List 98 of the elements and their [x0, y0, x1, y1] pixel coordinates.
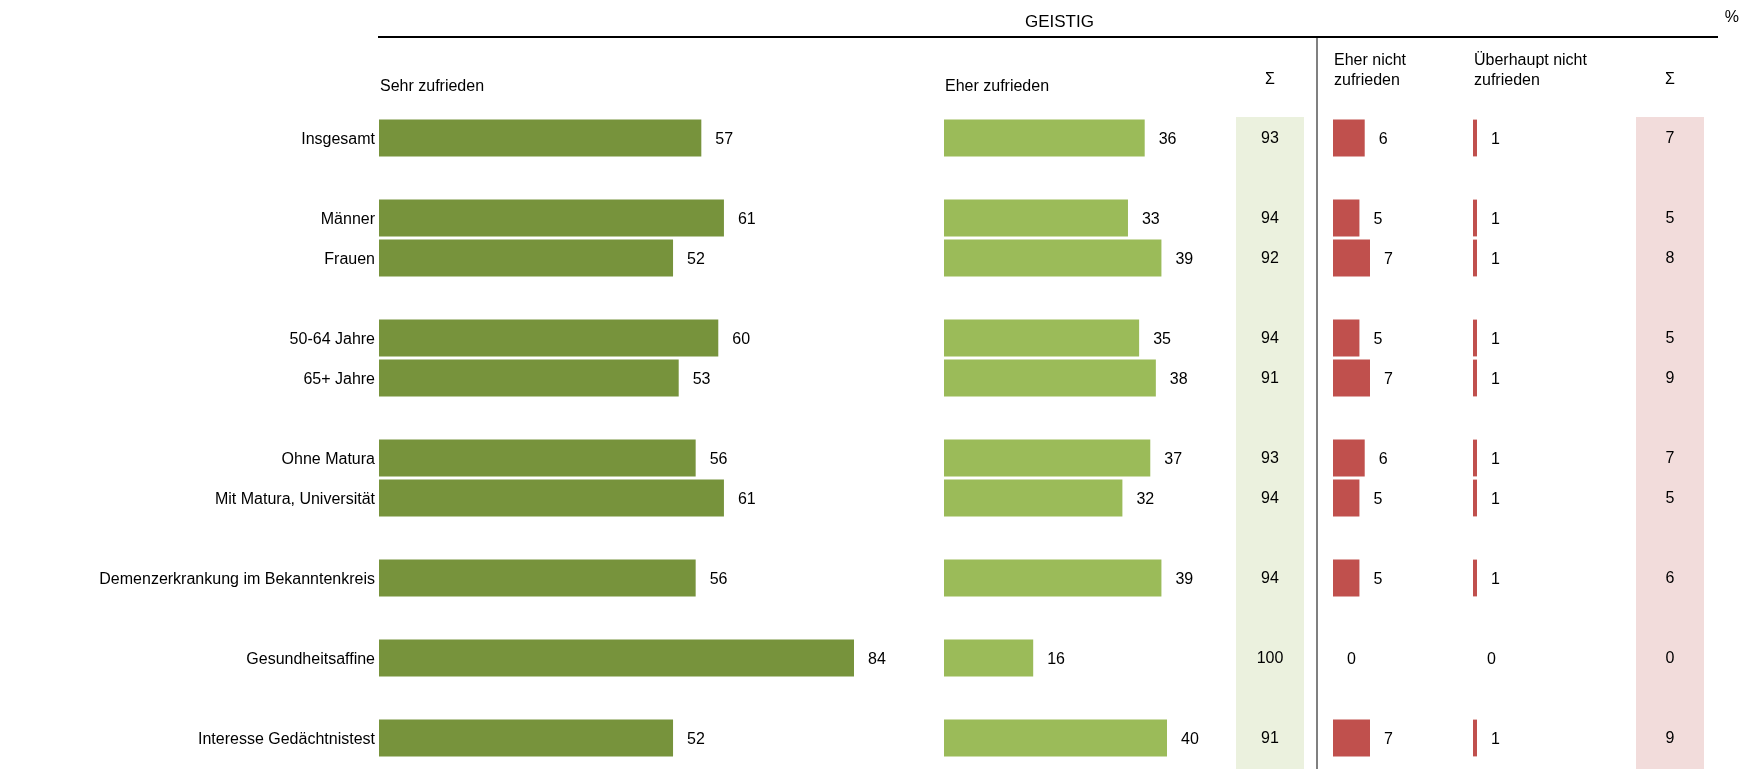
data-label: 1 [1491, 129, 1500, 147]
data-label: 1 [1491, 369, 1500, 387]
data-label: 57 [715, 129, 734, 147]
data-label: 1 [1491, 209, 1500, 227]
data-label: 7 [1384, 249, 1393, 267]
y-tick-label: Mit Matura, Universität [214, 489, 376, 507]
y-tick-label: Insgesamt [301, 129, 376, 147]
data-label: 5 [1664, 488, 1676, 508]
data-label: 56 [709, 569, 728, 587]
bar [944, 559, 1162, 597]
bar [379, 559, 696, 597]
data-label: 8 [1664, 248, 1676, 268]
data-label: 61 [737, 209, 756, 227]
data-label: 93 [1260, 128, 1280, 148]
data-label: 94 [1260, 568, 1280, 588]
series-label: Eher zufrieden [945, 76, 1050, 94]
text: % [1724, 8, 1739, 26]
data-label: 39 [1175, 569, 1194, 587]
data-label: 6 [1378, 449, 1388, 467]
data-label: 36 [1158, 129, 1177, 147]
data-label: 5 [1373, 489, 1383, 507]
data-label: 5 [1664, 328, 1676, 348]
data-label: 1 [1491, 449, 1500, 467]
y-tick-label: Ohne Matura [281, 449, 376, 467]
data-label: 5 [1664, 208, 1676, 228]
y-tick-label: Männer [320, 209, 376, 227]
bar [944, 719, 1167, 757]
text: Σ [1264, 70, 1276, 88]
data-label: 16 [1047, 649, 1066, 667]
bar [944, 359, 1156, 397]
data-label: 7 [1664, 128, 1676, 148]
series-label: Sehr zufrieden [380, 76, 485, 94]
data-label: 5 [1373, 209, 1383, 227]
data-label: 32 [1136, 489, 1155, 507]
data-label: 9 [1664, 728, 1676, 748]
bar [944, 639, 1034, 677]
y-tick-label: Gesundheitsaffine [246, 649, 376, 667]
data-label: 5 [1373, 569, 1383, 587]
data-label: 94 [1260, 488, 1280, 508]
y-tick-label: 65+ Jahre [303, 369, 376, 387]
bar [944, 479, 1123, 517]
data-label: 100 [1255, 648, 1285, 668]
data-label: 1 [1491, 329, 1500, 347]
data-label: 61 [737, 489, 756, 507]
bar [944, 239, 1162, 277]
bar [379, 199, 724, 237]
data-label: 56 [709, 449, 728, 467]
text: Überhaupt nicht zufrieden [1474, 50, 1592, 88]
bar [379, 719, 674, 757]
data-label: 52 [687, 729, 705, 747]
bar [944, 119, 1145, 157]
data-label: 1 [1491, 489, 1500, 507]
data-label: 92 [1260, 248, 1280, 268]
data-label: 91 [1260, 368, 1280, 388]
bar [379, 119, 702, 157]
data-label: 91 [1260, 728, 1280, 748]
data-label: 9 [1664, 368, 1676, 388]
data-label: 37 [1164, 449, 1183, 467]
data-label: 35 [1153, 329, 1172, 347]
data-label: 94 [1260, 208, 1280, 228]
data-label: 93 [1260, 448, 1280, 468]
data-label: 6 [1378, 129, 1388, 147]
bar [944, 439, 1151, 477]
bar [379, 239, 674, 277]
data-label: 5 [1373, 329, 1383, 347]
data-label: 1 [1491, 569, 1500, 587]
bar [379, 319, 719, 357]
data-label: 52 [687, 249, 705, 267]
data-label: 6 [1664, 568, 1676, 588]
bar [379, 359, 679, 397]
data-label: 7 [1384, 729, 1393, 747]
data-label: 38 [1169, 369, 1188, 387]
data-label: 0 [1347, 649, 1356, 667]
data-label: 53 [692, 369, 711, 387]
bar [944, 319, 1140, 357]
data-label: 39 [1175, 249, 1194, 267]
data-label: 0 [1487, 649, 1496, 667]
y-tick-label: Frauen [324, 249, 375, 267]
bar [379, 639, 854, 677]
bar [379, 479, 724, 517]
data-label: 7 [1384, 369, 1393, 387]
text: Eher nicht zufrieden [1334, 50, 1411, 88]
chart-title: GEISTIG [1025, 12, 1094, 31]
bar [944, 199, 1128, 237]
bar [379, 439, 696, 477]
y-tick-label: Demenzerkrankung im Bekanntenkreis [99, 569, 375, 587]
data-label: 1 [1491, 729, 1500, 747]
data-label: 33 [1141, 209, 1160, 227]
text: Σ [1664, 70, 1676, 88]
data-label: 84 [868, 649, 886, 667]
data-label: 0 [1664, 648, 1676, 668]
y-tick-label: 50-64 Jahre [289, 329, 376, 347]
data-label: 60 [732, 329, 751, 347]
data-label: 40 [1181, 729, 1199, 747]
y-tick-label: Interesse Gedächtnistest [198, 729, 376, 747]
data-label: 94 [1260, 328, 1280, 348]
data-label: 1 [1491, 249, 1500, 267]
data-label: 7 [1664, 448, 1676, 468]
